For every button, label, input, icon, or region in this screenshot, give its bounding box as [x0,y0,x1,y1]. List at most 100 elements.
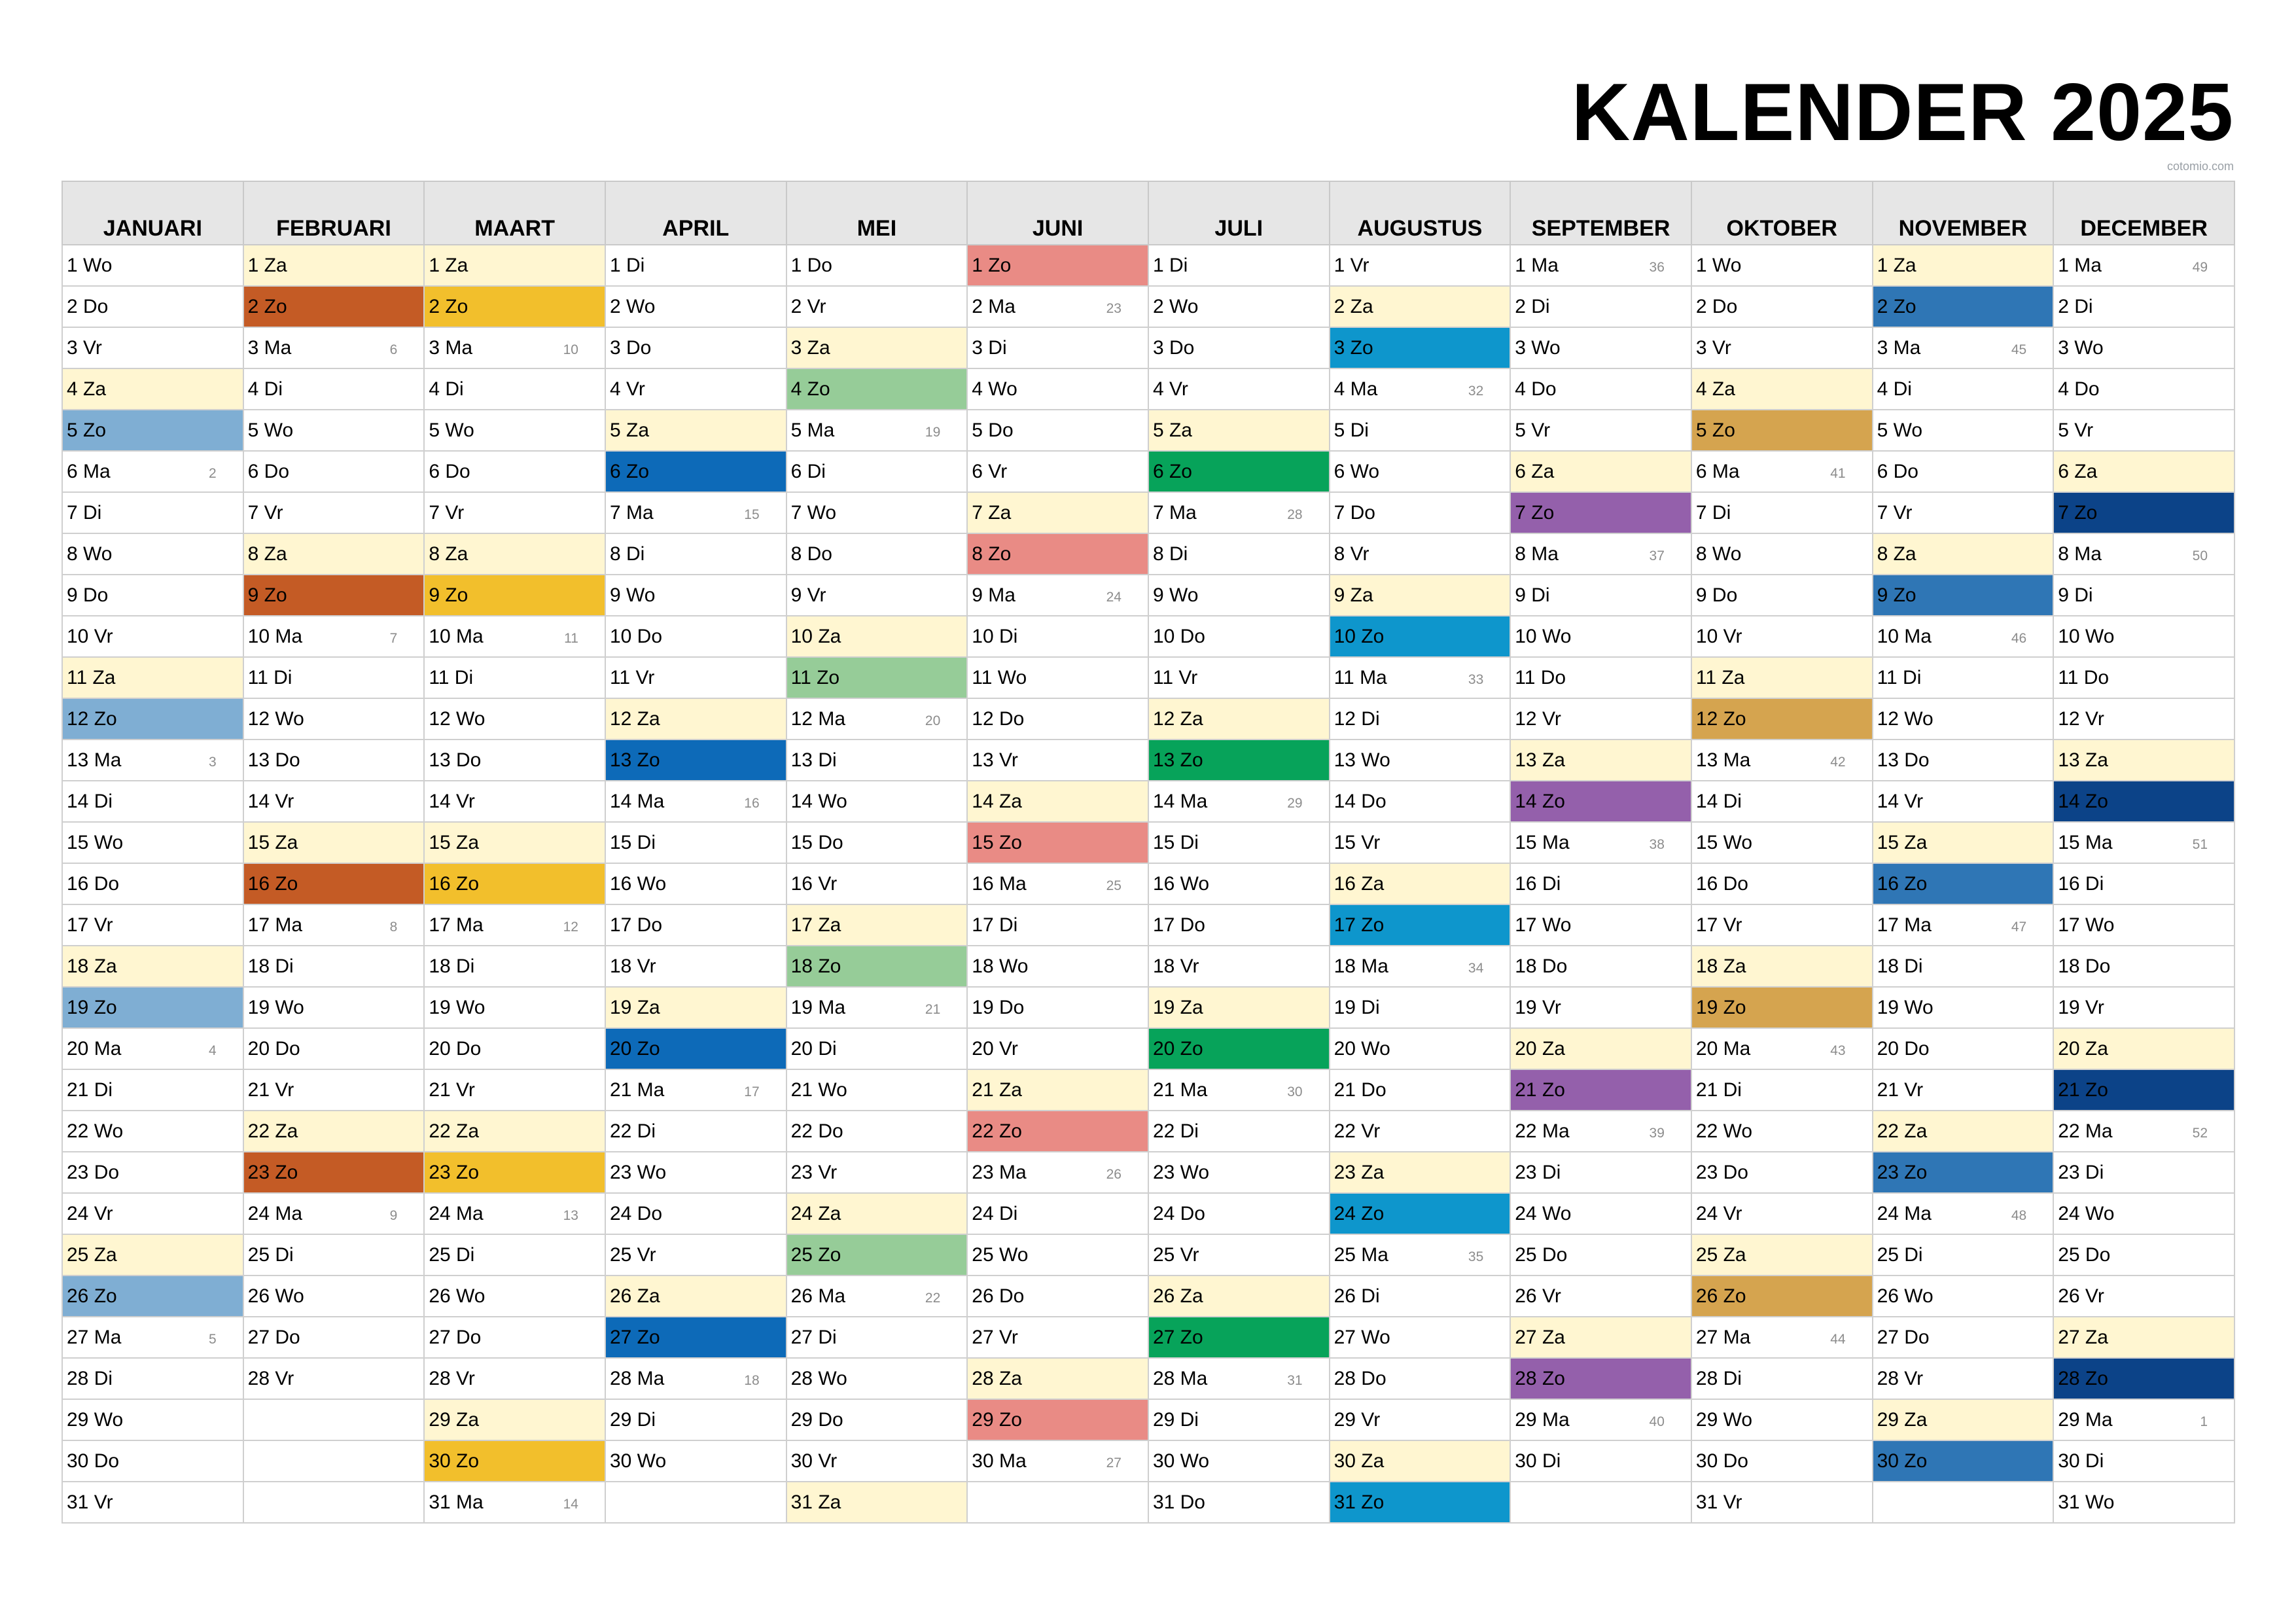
day-label: 5 Wo [1877,419,1923,441]
day-label: 26 Wo [1877,1285,1934,1307]
day-cell: 28 Vr [423,1357,606,1400]
day-cell: 17 Wo [2053,904,2235,946]
day-cell: 3 Vr [1690,327,1873,369]
day-cell: 19 Ma 21 [785,986,968,1029]
day-label: 10 Ma [429,626,484,647]
day-label: 10 Wo [2058,626,2115,647]
day-row: 2 Do 2 Zo 2 Zo 2 Wo 2 Vr 2 Ma 23 2 Wo 2 Za 2 Di 2 … [62,285,2235,328]
day-cell: 9 Zo [242,574,425,616]
day-label: 9 Di [1515,584,1550,606]
week-number: 38 [1649,837,1665,852]
day-label: 31 Zo [1333,1491,1385,1513]
day-cell: 13 Wo [1328,739,1511,781]
day-label: 17 Di [972,914,1018,936]
day-cell: 20 Do [1871,1027,2055,1070]
week-number: 25 [1106,878,1122,893]
day-cell: 7 Do [1328,491,1511,534]
week-number: 21 [925,1002,941,1017]
day-label: 9 Vr [790,584,826,606]
day-cell: 19 Vr [1510,986,1692,1029]
day-label: 25 Do [2058,1244,2111,1266]
empty-cell [1871,1481,2055,1524]
day-label: 5 Za [1152,419,1192,441]
day-cell: 5 Vr [1510,409,1692,452]
day-label: 3 Ma [247,337,292,359]
day-label: 9 Do [1695,584,1738,606]
day-cell: 9 Di [1510,574,1692,616]
week-number: 10 [563,342,578,357]
day-cell: 2 Do [62,285,244,328]
day-label: 11 Ma [1333,667,1387,688]
day-label: 7 Di [1695,502,1731,524]
day-cell: 26 Za [1147,1275,1330,1317]
day-label: 6 Za [1515,461,1555,482]
day-label: 17 Ma [429,914,484,936]
credit-link[interactable]: cotomio.com [2166,160,2234,173]
day-label: 9 Wo [1152,584,1199,606]
day-cell: 19 Di [1328,986,1511,1029]
day-label: 20 Wo [1333,1038,1390,1060]
day-cell: 7 Vr [423,491,606,534]
day-label: 6 Do [429,461,470,482]
day-label: 28 Ma [1152,1368,1208,1389]
day-label: 2 Do [1695,296,1738,317]
day-label: 5 Za [609,419,649,441]
day-label: 14 Zo [2058,791,2108,812]
day-label: 1 Ma [2058,255,2102,276]
day-row: 5 Zo 5 Wo 5 Wo 5 Za 5 Ma 19 5 Do 5 Za 5 Di 5 Vr 5 … [62,409,2235,452]
day-label: 8 Di [609,543,645,565]
day-label: 5 Vr [2058,419,2094,441]
day-cell: 6 Di [785,450,968,493]
day-cell: 26 Za [604,1275,787,1317]
day-label: 15 Wo [67,832,124,853]
week-number: 19 [925,425,941,440]
day-row: 28 Di 28 Vr 28 Vr 28 Ma 18 28 Wo 28 Za 28 Ma 31 2… [62,1357,2235,1400]
week-number: 45 [2011,342,2027,357]
day-cell: 5 Ma 19 [785,409,968,452]
day-label: 15 Do [790,832,843,853]
day-cell: 14 Ma 29 [1147,780,1330,823]
day-cell: 9 Do [1690,574,1873,616]
day-cell: 10 Di [966,615,1149,658]
day-label: 24 Ma [1877,1203,1932,1224]
day-cell: 29 Vr [1328,1399,1511,1441]
day-label: 4 Di [429,378,464,400]
day-label: 22 Wo [1695,1120,1753,1142]
day-cell: 17 Do [604,904,787,946]
day-label: 4 Zo [790,378,830,400]
day-label: 9 Di [2058,584,2093,606]
day-label: 30 Di [2058,1450,2104,1472]
day-cell: 16 Di [2053,863,2235,905]
day-cell: 3 Di [966,327,1149,369]
day-cell: 2 Za [1328,285,1511,328]
day-row: 18 Za 18 Di 18 Di 18 Vr 18 Zo 18 Wo 18 Vr 18 Ma… [62,945,2235,988]
day-row: 23 Do 23 Zo 23 Zo 23 Wo 23 Vr 23 Ma 26 23 Wo 23 … [62,1151,2235,1194]
day-cell: 19 Wo [242,986,425,1029]
day-cell: 22 Ma 39 [1510,1110,1692,1152]
day-label: 20 Zo [1152,1038,1203,1060]
day-label: 23 Ma [972,1162,1027,1183]
day-label: 1 Za [429,255,468,276]
day-label: 29 Vr [1333,1409,1381,1431]
day-row: 4 Za 4 Di 4 Di 4 Vr 4 Zo 4 Wo 4 Vr 4 Ma 32 4 Do 4 … [62,368,2235,410]
day-cell: 9 Zo [423,574,606,616]
day-label: 3 Di [972,337,1007,359]
day-label: 14 Di [1695,791,1742,812]
day-label: 21 Vr [429,1079,475,1101]
day-cell: 24 Di [966,1192,1149,1235]
day-label: 13 Di [790,749,837,771]
day-cell: 10 Do [1147,615,1330,658]
day-label: 28 Za [972,1368,1022,1389]
day-cell: 4 Di [242,368,425,410]
day-label: 6 Ma [67,461,111,482]
day-cell: 5 Zo [62,409,244,452]
day-label: 20 Vr [972,1038,1018,1060]
day-cell: 1 Vr [1328,244,1511,287]
day-cell: 13 Za [1510,739,1692,781]
day-label: 8 Zo [972,543,1012,565]
day-row: 26 Zo 26 Wo 26 Wo 26 Za 26 Ma 22 26 Do 26 Za 26 … [62,1275,2235,1317]
day-cell: 24 Do [604,1192,787,1235]
day-label: 19 Wo [429,997,486,1018]
day-cell: 14 Vr [423,780,606,823]
day-cell: 15 Vr [1328,821,1511,864]
